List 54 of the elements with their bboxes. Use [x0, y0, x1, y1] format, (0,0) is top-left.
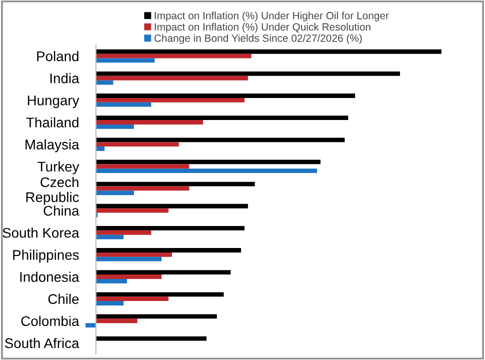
- y-tick-label: Chile: [48, 294, 79, 304]
- bar: [96, 116, 348, 120]
- bar: [96, 98, 244, 102]
- bar: [96, 182, 255, 186]
- bar: [86, 323, 96, 328]
- bar: [96, 278, 128, 284]
- bar: [96, 336, 206, 341]
- bar: [96, 138, 345, 142]
- legend-label: Change in Bond Yields Since 02/27/2026 (%): [154, 34, 362, 44]
- y-tick-label: South Africa: [5, 338, 80, 348]
- bar: [96, 248, 242, 252]
- legend-label: Impact on Inflation (%) Under Quick Resolution: [154, 22, 370, 33]
- bar: [96, 252, 172, 257]
- y-tick-label: South Korea: [2, 228, 80, 238]
- bar: [96, 256, 162, 262]
- bar: [96, 124, 134, 129]
- y-tick-label: Poland: [37, 51, 78, 62]
- y-tick-label: Czech Republic: [26, 176, 79, 205]
- bar: [96, 186, 190, 191]
- y-tick-label: Colombia: [21, 316, 80, 326]
- bar: [96, 318, 138, 324]
- bar: [96, 164, 190, 169]
- y-tick-label: Malaysia: [26, 139, 80, 152]
- bar: [96, 292, 224, 297]
- bar: [96, 76, 248, 80]
- bar: [96, 146, 105, 151]
- y-tick-label: Turkey: [38, 161, 80, 174]
- y-tick-label: China: [44, 206, 80, 216]
- bar: [96, 54, 252, 58]
- bar: [96, 120, 204, 124]
- bar: [96, 230, 152, 235]
- bar: [96, 71, 400, 76]
- bar: [96, 49, 442, 54]
- bar: [96, 102, 152, 107]
- legend-label: Impact on Inflation (%) Under Higher Oil for Longer: [154, 12, 389, 22]
- bar: [96, 296, 168, 302]
- bar: [96, 301, 124, 306]
- bar: [96, 58, 155, 63]
- bar: [96, 270, 231, 275]
- bar: [96, 314, 217, 319]
- y-tick-label: Thailand: [26, 117, 78, 128]
- bar: [96, 94, 356, 98]
- bar: [96, 190, 134, 196]
- bar: [96, 168, 318, 174]
- bar: [96, 142, 179, 147]
- y-tick-label: Hungary: [28, 96, 80, 108]
- bar: [96, 274, 162, 279]
- bar: [96, 226, 244, 230]
- y-tick-label: Indonesia: [20, 272, 80, 282]
- bar: [96, 160, 321, 164]
- y-tick-label: Philippines: [13, 250, 79, 263]
- y-tick-label: India: [50, 73, 80, 84]
- bar: [96, 204, 248, 208]
- bar: [96, 208, 168, 213]
